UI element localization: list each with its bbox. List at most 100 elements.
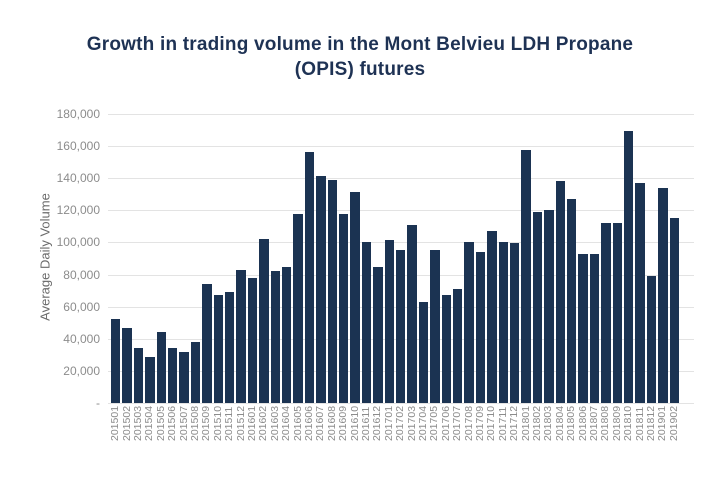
y-tick-label-140000: 140,000 [56,171,100,186]
x-tick-label-201609: 201609 [337,405,350,441]
x-tick-label-201712: 201712 [508,405,521,441]
bar-201603 [270,271,280,403]
bar-201706 [441,294,451,403]
bar-201711 [498,242,508,403]
bar-201808 [601,223,611,403]
y-tick-label-0: - [96,396,100,410]
x-tick-label-201512: 201512 [234,405,247,441]
x-tick-label-201511: 201511 [223,406,236,441]
y-tick-label-100000: 100,000 [56,235,100,250]
bar-201501 [111,318,121,403]
bar-201812 [646,276,657,403]
x-tick-label-201805: 201805 [565,405,578,441]
x-tick-label-201504: 201504 [143,405,156,441]
x-tick-label-201808: 201808 [599,405,612,441]
bar-201801 [521,150,531,403]
x-tick-label-201801: 201801 [519,405,532,441]
bar-201601 [247,277,258,403]
bar-201604 [282,267,292,403]
bar-201704 [418,301,429,403]
bar-201803 [544,209,554,403]
x-tick-label-201902: 201902 [667,405,680,441]
bar-201701 [384,240,394,403]
x-tick-label-201702: 201702 [394,405,407,441]
bar-201703 [407,224,417,403]
x-tick-label-201604: 201604 [280,405,293,441]
chart-title-line1: Growth in trading volume in the Mont Bel… [86,34,634,55]
bar-201605 [293,214,303,403]
gridline-0 [108,403,694,404]
bar-201806 [578,254,588,403]
bar-201811 [635,183,645,403]
gridline-160000 [108,146,694,148]
bar-201901 [658,187,668,403]
gridline-140000 [108,178,694,180]
bar-201804 [555,181,565,403]
bar-201712 [510,243,520,403]
bar-201511 [225,292,235,403]
y-tick-label-60000: 60,000 [63,299,100,314]
y-tick-label-180000: 180,000 [56,107,100,121]
gridline-180000 [108,114,694,115]
x-tick-label-201509: 201509 [200,405,213,441]
bar-201702 [396,250,406,403]
bar-201707 [453,289,463,403]
bar-201602 [259,239,269,403]
bar-201507 [179,351,189,403]
x-tick-label-201612: 201612 [371,405,384,441]
bar-201503 [133,348,144,403]
bar-201502 [122,328,132,403]
y-tick-label-160000: 160,000 [56,139,100,154]
x-tick-label-201707: 201707 [451,405,464,441]
bar-201607 [316,175,326,403]
bar-201805 [567,199,577,403]
x-tick-label-201507: 201507 [177,405,190,441]
chart-title: Growth in trading volume in the Mont Bel… [0,32,720,82]
y-tick-label-80000: 80,000 [63,267,100,282]
bar-201807 [589,254,600,403]
bar-201810 [624,130,634,403]
gridline-100000 [108,242,694,244]
x-tick-label-201703: 201703 [405,405,418,441]
x-tick-label-201806: 201806 [576,405,589,441]
bar-201802 [532,211,543,403]
bar-201510 [213,294,223,403]
y-tick-label-20000: 20,000 [63,363,100,378]
x-tick-label-201901: 201901 [656,405,669,441]
x-tick-label-201501: 201501 [109,405,122,441]
x-tick-label-201708: 201708 [462,405,475,441]
bar-201709 [475,252,486,403]
bar-201612 [373,267,383,403]
x-tick-label-201705: 201705 [428,405,441,441]
x-tick-label-201607: 201607 [314,405,327,441]
gridline-120000 [108,210,694,212]
bar-201705 [430,250,440,403]
bar-201508 [190,341,201,403]
x-tick-label-201710: 201710 [485,405,498,441]
bar-201512 [236,269,246,403]
bar-201609 [339,213,349,403]
bar-201505 [156,332,166,403]
bar-201606 [304,151,315,403]
bar-201902 [669,218,679,403]
bar-201506 [168,347,178,403]
bar-201608 [327,179,337,403]
x-tick-label-201502: 201502 [120,405,133,441]
x-tick-label-201811: 201811 [633,406,646,441]
bar-201708 [464,241,474,403]
bar-201504 [145,357,155,403]
y-tick-label-120000: 120,000 [56,203,100,218]
x-tick-label-201803: 201803 [542,405,555,441]
chart-title-line2: (OPIS) futures [294,59,426,80]
bar-201809 [612,223,622,403]
x-tick-label-201605: 201605 [291,405,304,441]
x-tick-label-201610: 201610 [348,405,361,441]
bar-201610 [350,191,360,403]
x-tick-label-201602: 201602 [257,405,270,441]
y-tick-label-40000: 40,000 [63,331,100,346]
x-tick-label-201810: 201810 [622,405,635,441]
x-tick-label-201506: 201506 [166,405,179,441]
bar-201710 [487,231,497,403]
bar-201611 [361,242,372,403]
